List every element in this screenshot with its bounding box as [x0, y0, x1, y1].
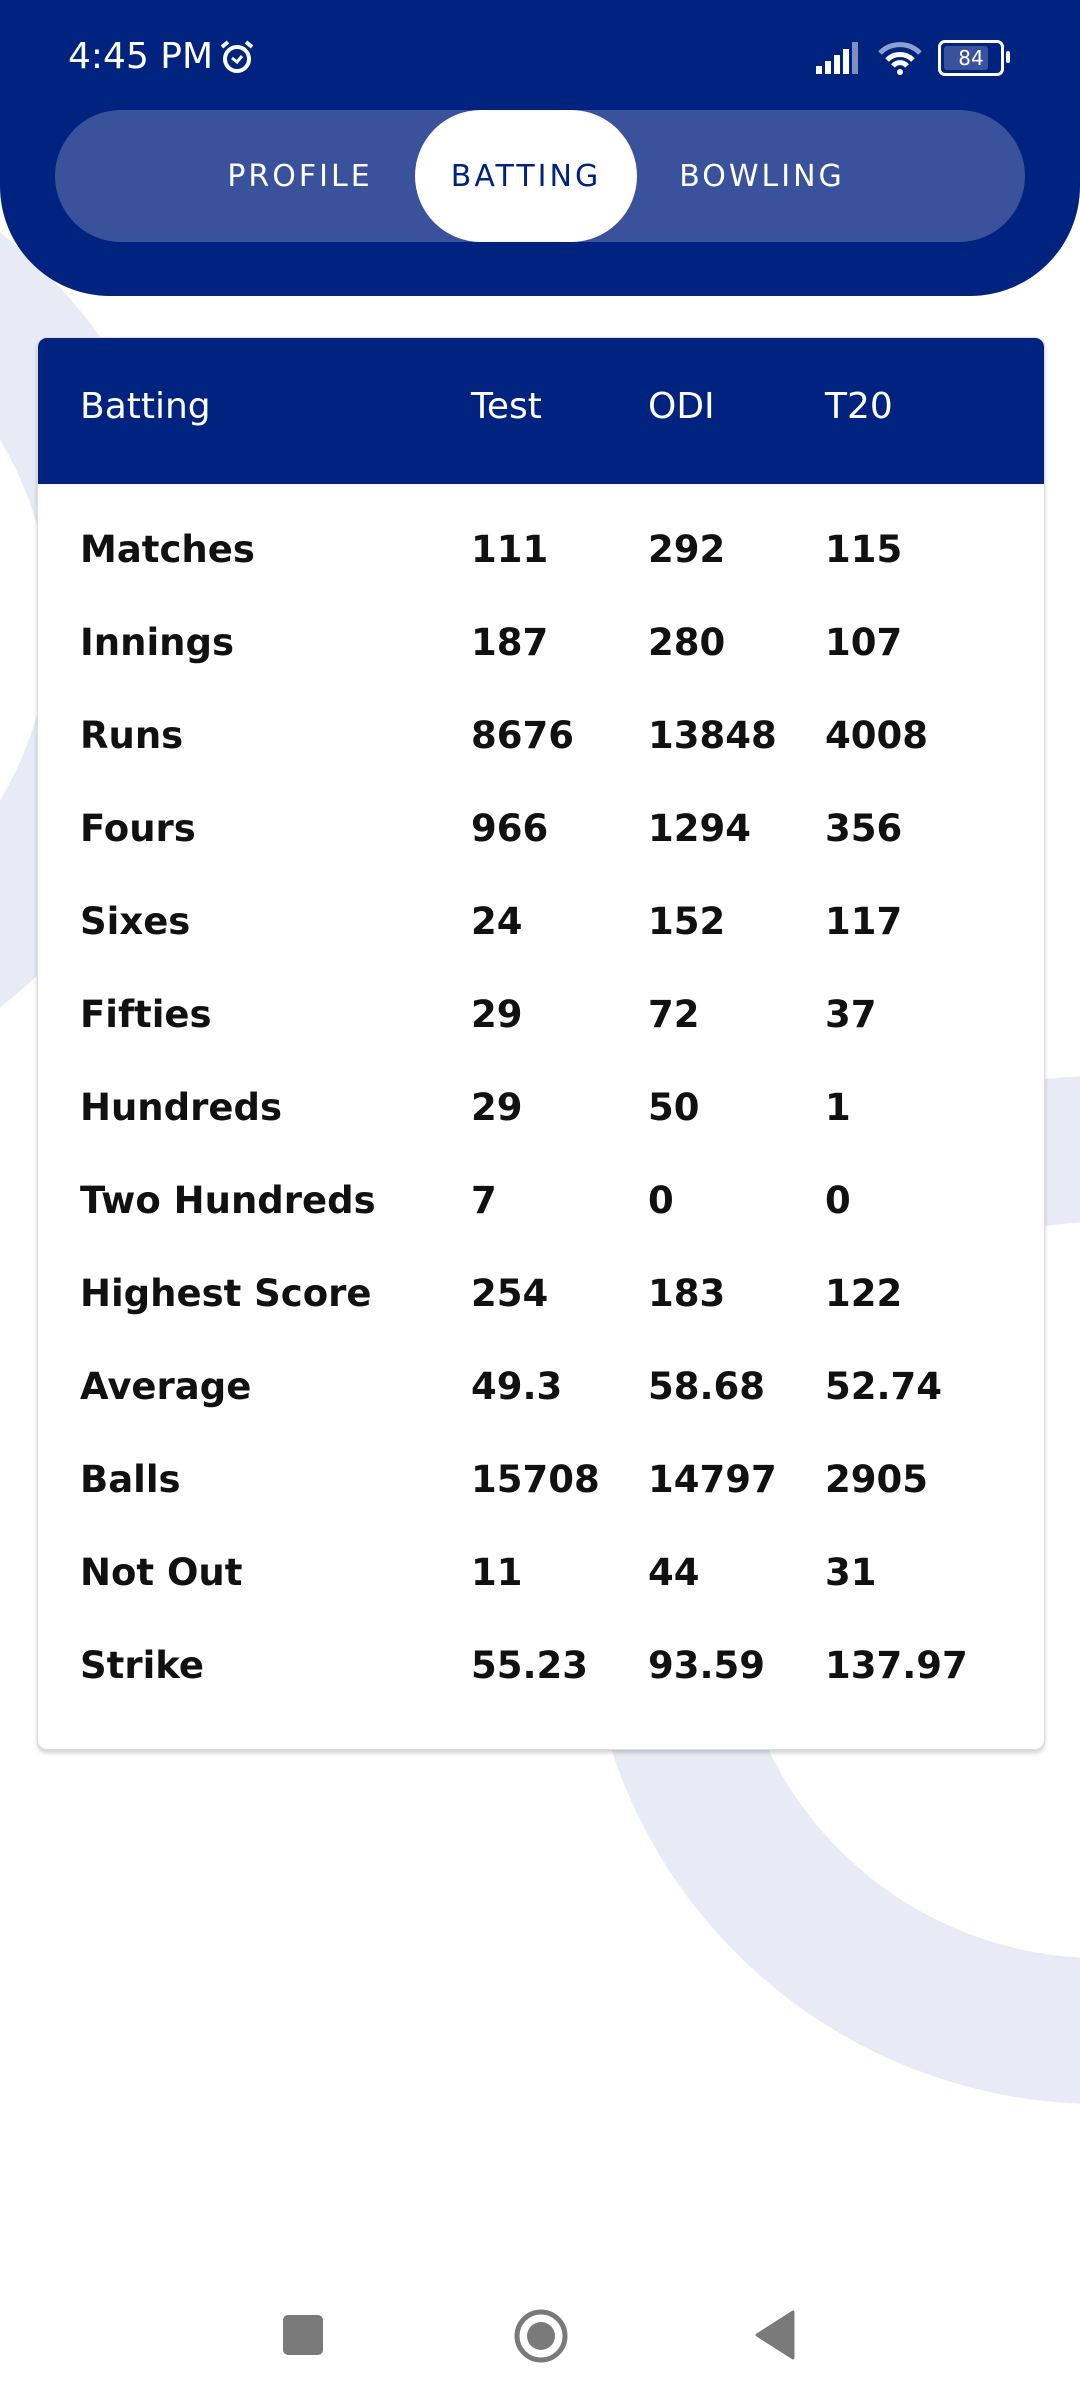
stat-label: Strike — [80, 1644, 204, 1687]
stat-label: Fifties — [80, 993, 212, 1036]
test-value: 8676 — [471, 714, 574, 757]
odi-value: 14797 — [648, 1458, 777, 1501]
t20-value: 2905 — [825, 1458, 928, 1501]
table-row: Fifties 29 72 37 — [38, 993, 1044, 1086]
test-value: 15708 — [471, 1458, 600, 1501]
odi-value: 292 — [648, 528, 726, 571]
t20-value: 4008 — [825, 714, 928, 757]
table-row: Highest Score 254 183 122 — [38, 1272, 1044, 1365]
system-nav-bar — [0, 2270, 1080, 2400]
table-row: Average 49.3 58.68 52.74 — [38, 1365, 1044, 1458]
table-row: Not Out 11 44 31 — [38, 1551, 1044, 1644]
t20-value: 115 — [825, 528, 903, 571]
test-value: 11 — [471, 1551, 523, 1594]
t20-value: 137.97 — [825, 1644, 968, 1687]
t20-value: 1 — [825, 1086, 851, 1129]
test-value: 24 — [471, 900, 523, 943]
test-value: 966 — [471, 807, 549, 850]
odi-value: 13848 — [648, 714, 777, 757]
odi-value: 93.59 — [648, 1644, 766, 1687]
stat-label: Sixes — [80, 900, 191, 943]
status-icons: 84 — [816, 40, 1010, 76]
tab-bar: PROFILE BATTING BOWLING — [55, 110, 1025, 242]
header-odi: ODI — [648, 386, 715, 427]
odi-value: 44 — [648, 1551, 700, 1594]
batting-stats-table: Batting Test ODI T20 Matches 111 292 115 Inn… — [37, 337, 1045, 1750]
home-icon[interactable] — [513, 2308, 569, 2364]
odi-value: 0 — [648, 1179, 674, 1222]
t20-value: 52.74 — [825, 1365, 943, 1408]
odi-value: 1294 — [648, 807, 751, 850]
test-value: 29 — [471, 993, 523, 1036]
table-row: Matches 111 292 115 — [38, 528, 1044, 621]
table-row: Fours 966 1294 356 — [38, 807, 1044, 900]
header-batting: Batting — [80, 386, 211, 427]
stat-label: Average — [80, 1365, 252, 1408]
stat-label: Not Out — [80, 1551, 243, 1594]
tab-bowling[interactable]: BOWLING — [679, 158, 845, 194]
recents-icon[interactable] — [283, 2315, 323, 2355]
stat-label: Highest Score — [80, 1272, 372, 1315]
odi-value: 72 — [648, 993, 700, 1036]
back-icon[interactable] — [755, 2310, 795, 2360]
t20-value: 37 — [825, 993, 877, 1036]
battery-icon: 84 — [938, 40, 1010, 76]
tab-profile[interactable]: PROFILE — [227, 158, 373, 194]
test-value: 111 — [471, 528, 549, 571]
stat-label: Fours — [80, 807, 196, 850]
wifi-icon — [878, 42, 922, 75]
time-text: 4:45 PM — [68, 36, 214, 77]
tab-batting[interactable]: BATTING — [415, 110, 637, 242]
table-row: Hundreds 29 50 1 — [38, 1086, 1044, 1179]
table-row: Two Hundreds 7 0 0 — [38, 1179, 1044, 1272]
odi-value: 280 — [648, 621, 726, 664]
alarm-icon — [220, 39, 254, 73]
table-row: Strike 55.23 93.59 137.97 — [38, 1644, 1044, 1737]
stat-label: Two Hundreds — [80, 1179, 376, 1222]
odi-value: 50 — [648, 1086, 700, 1129]
table-row: Innings 187 280 107 — [38, 621, 1044, 714]
test-value: 254 — [471, 1272, 549, 1315]
stat-label: Matches — [80, 528, 255, 571]
test-value: 187 — [471, 621, 549, 664]
signal-icon — [816, 42, 858, 74]
odi-value: 152 — [648, 900, 726, 943]
table-header: Batting Test ODI T20 — [38, 338, 1044, 484]
t20-value: 117 — [825, 900, 903, 943]
t20-value: 31 — [825, 1551, 877, 1594]
table-row: Balls 15708 14797 2905 — [38, 1458, 1044, 1551]
test-value: 55.23 — [471, 1644, 589, 1687]
stat-label: Innings — [80, 621, 234, 664]
t20-value: 356 — [825, 807, 903, 850]
table-row: Runs 8676 13848 4008 — [38, 714, 1044, 807]
test-value: 49.3 — [471, 1365, 563, 1408]
header-test: Test — [471, 386, 542, 427]
t20-value: 122 — [825, 1272, 903, 1315]
header-t20: T20 — [825, 386, 893, 427]
t20-value: 107 — [825, 621, 903, 664]
battery-level: 84 — [958, 46, 984, 70]
test-value: 7 — [471, 1179, 497, 1222]
test-value: 29 — [471, 1086, 523, 1129]
odi-value: 183 — [648, 1272, 726, 1315]
table-row: Sixes 24 152 117 — [38, 900, 1044, 993]
stat-label: Hundreds — [80, 1086, 282, 1129]
status-time: 4:45 PM — [68, 36, 255, 77]
t20-value: 0 — [825, 1179, 851, 1222]
stat-label: Runs — [80, 714, 184, 757]
app-header: 4:45 PM 84 PROFILE BATTING BOWLING — [0, 0, 1080, 296]
odi-value: 58.68 — [648, 1365, 766, 1408]
stat-label: Balls — [80, 1458, 181, 1501]
